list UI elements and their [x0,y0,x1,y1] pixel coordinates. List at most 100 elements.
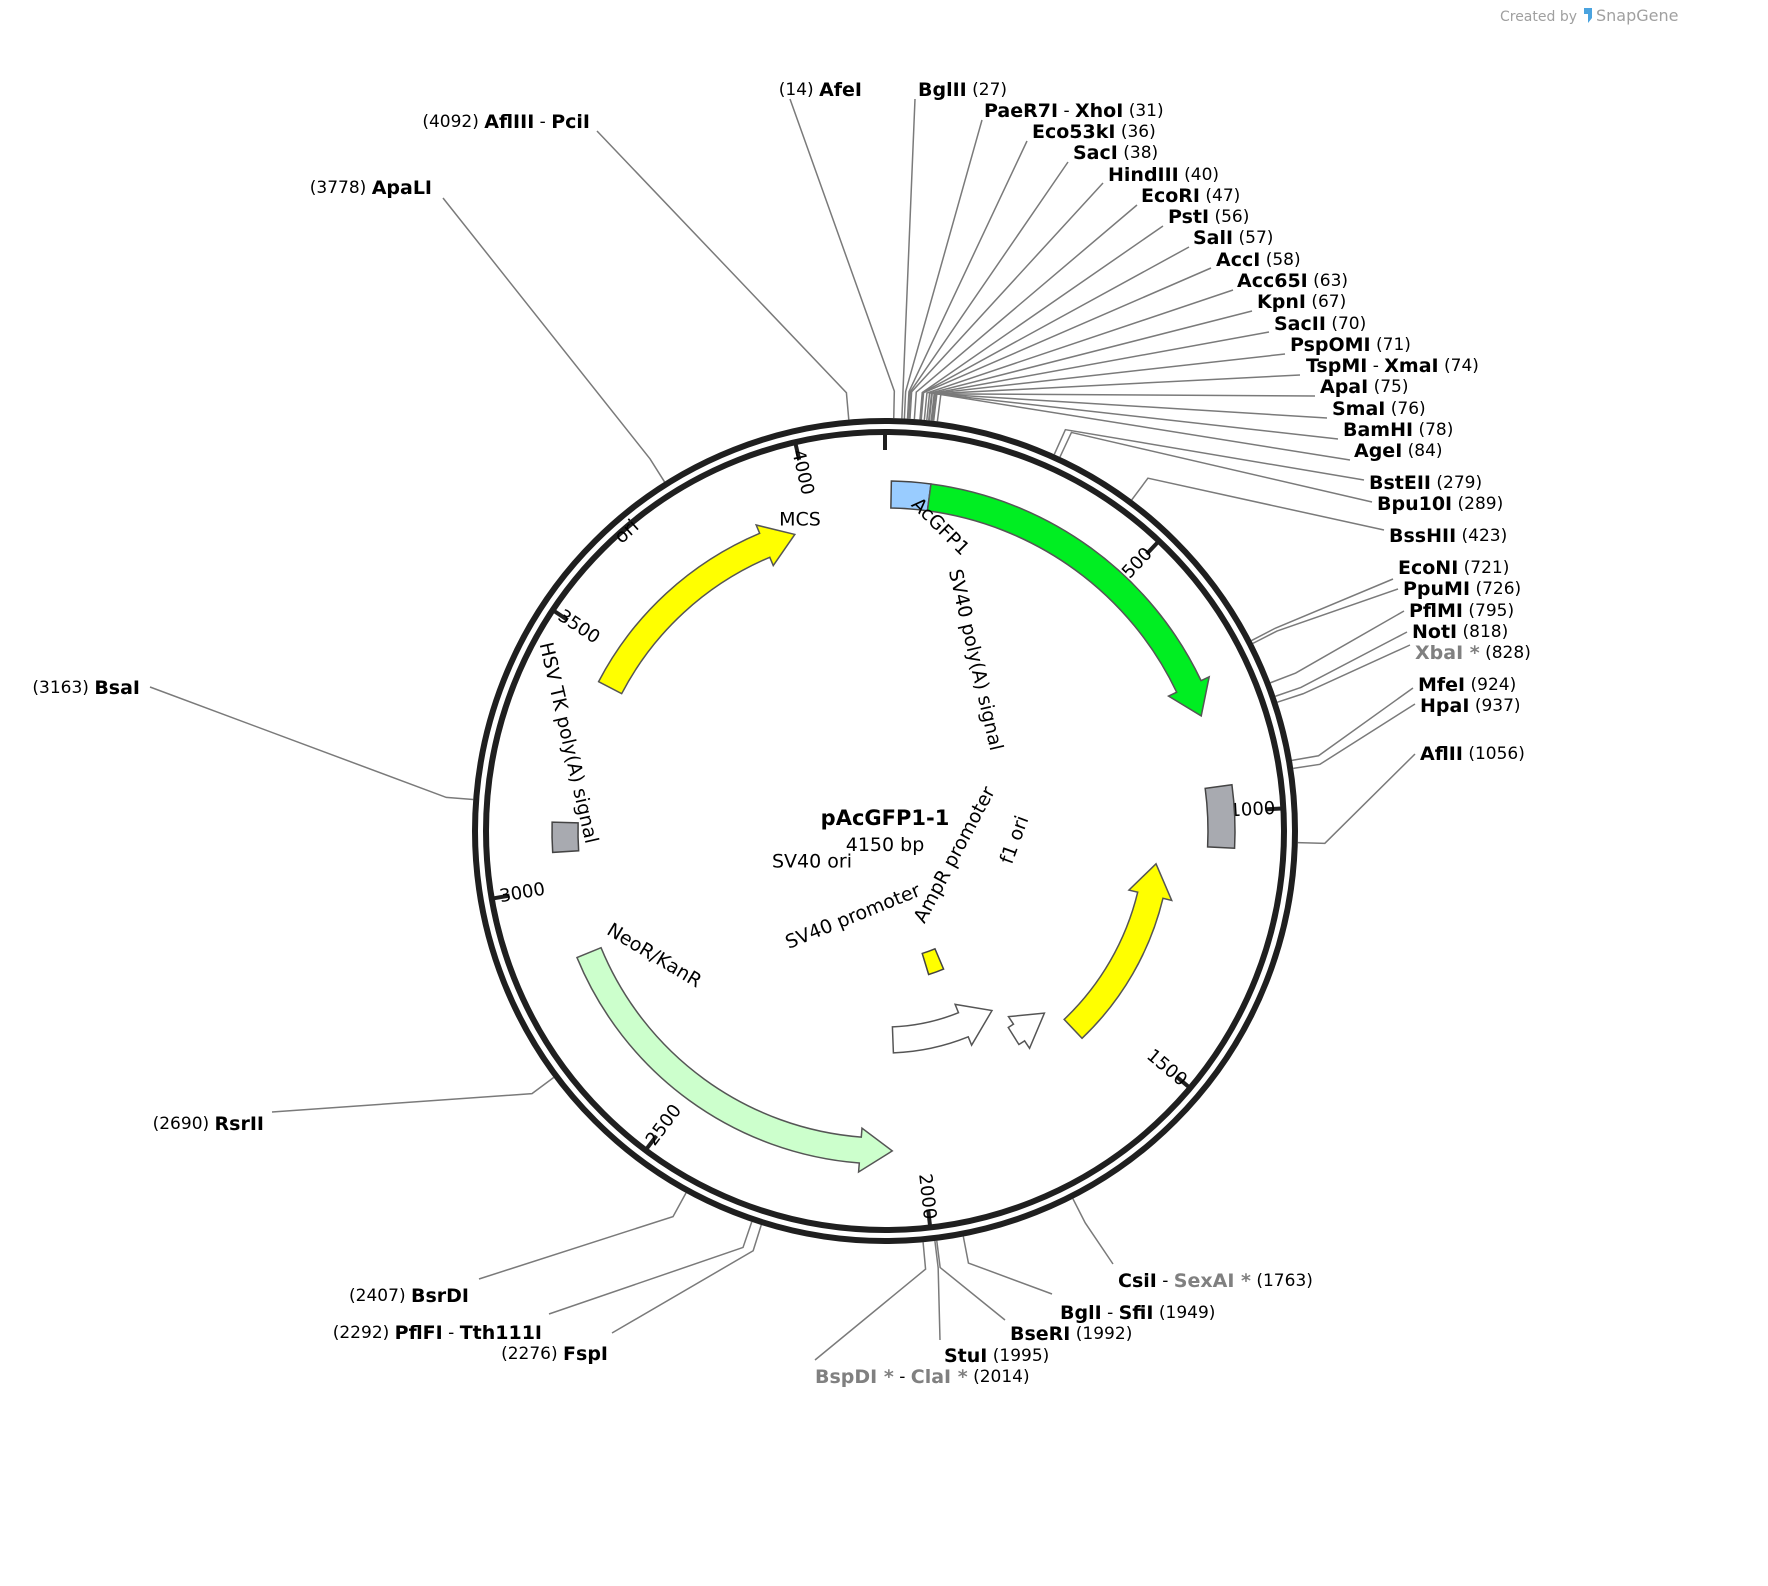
site-labels: (14) AfeI BglII (27)PaeR7I - XhoI (31)Eco… [32,79,1530,1388]
leader-line-bglii [901,98,916,419]
site-text: PstI [1168,206,1209,228]
site-text: BsrDI [411,1285,469,1307]
site-text: (63) [1313,271,1348,291]
site-text: (31) [1129,101,1164,121]
site-text: (58) [1266,250,1301,270]
site-text: ClaI * [911,1366,968,1388]
feature-ori-arrow [597,523,797,695]
site-text: (14) [779,80,814,100]
credit-brand: SnapGene [1596,6,1678,25]
site-label-tspmi-xmai: TspMI - XmaI (74) [1306,355,1479,377]
site-text: (289) [1458,494,1504,514]
site-label-bsteii: BstEII (279) [1369,472,1482,494]
site-label-hindiii: HindIII (40) [1108,164,1219,186]
feature-label-hsv-tk-poly-a-signal: HSV TK poly(A) signal [535,640,603,845]
site-text: AccI [1216,249,1260,271]
leader-line-pflfi [548,1221,753,1315]
leader-line-afei [789,98,896,419]
site-text: HindIII [1108,164,1179,186]
feature-label-sv40-poly-a-signal: SV40 poly(A) signal [944,567,1007,753]
leader-line-aflii [1297,753,1416,845]
tick-label-2000: 2000 [914,1173,940,1221]
site-label-pflfi-tth111i: (2292) PflFI - Tth111I [333,1322,542,1344]
features [551,480,1236,1174]
site-text: (38) [1123,143,1158,163]
leader-line-fspi [611,1224,762,1334]
site-label-saci: SacI (38) [1073,142,1158,164]
leader-line-smai [931,393,1328,421]
leader-line-ppumi [1252,588,1399,645]
site-label-rsrii: (2690) RsrII [153,1113,264,1135]
leader-line-hindiii [909,182,1104,419]
site-text: (56) [1214,207,1249,227]
site-label-csii-sexai: CsiI - SexAI * (1763) [1118,1270,1313,1292]
site-text: BglI [1060,1302,1102,1324]
site-text: AflIII [484,111,534,133]
tick-mark-1500 [1175,1074,1190,1089]
feature-acgfp1-arrow [926,483,1211,718]
site-label-ecori: EcoRI (47) [1141,185,1240,207]
tick-mark-2000 [926,1209,932,1226]
site-label-aflii: AflII (1056) [1420,743,1525,765]
site-label-stui: StuI (1995) [944,1345,1049,1367]
leader-line-bspdi [814,1242,927,1361]
site-text: (2292) [333,1323,390,1343]
site-text: KpnI [1257,291,1306,313]
site-label-pspomi: PspOMI (71) [1290,334,1411,356]
leader-line-bsrdi [478,1192,687,1280]
site-text: (40) [1184,165,1219,185]
leader-line-agei [936,393,1351,461]
leader-line-mfei [1291,687,1414,762]
site-label-bsrdi: (2407) BsrDI [349,1285,469,1307]
leader-line-apali [442,197,666,483]
plasmid-length: 4150 bp [846,834,925,856]
site-label-noti: NotI (818) [1412,621,1508,643]
site-separator: - [443,1323,460,1343]
site-label-xbai: XbaI * (828) [1415,642,1531,664]
site-text: SexAI * [1174,1270,1251,1292]
site-leaders [149,98,1416,1361]
leader-line-bsai [149,686,474,801]
site-label-ppumi: PpuMI (726) [1403,578,1521,600]
leader-line-sacii [927,331,1270,421]
site-text: (937) [1475,696,1521,716]
site-label-eco53ki: Eco53kI (36) [1032,121,1156,143]
leader-line-rsrii [271,1076,555,1113]
leader-line-bamhi [932,393,1339,440]
site-label-hpai: HpaI (937) [1420,695,1521,717]
site-text: SacI [1073,142,1118,164]
site-text: (3163) [32,678,89,698]
site-label-bsshii: BssHII (423) [1389,525,1507,547]
site-text: (84) [1408,441,1443,461]
plasmid-name: pAcGFP1-1 [821,806,950,830]
site-text: TspMI [1306,355,1367,377]
site-text: PciI [551,111,590,133]
site-label-bspdi-clai: BspDI * - ClaI * (2014) [815,1366,1030,1388]
site-text: (71) [1376,335,1411,355]
leader-line-ecori [913,204,1138,420]
leader-line-bsteii [1053,428,1365,481]
site-text: (27) [972,80,1007,100]
site-text: (1949) [1159,1303,1216,1323]
site-text: PflMI [1409,600,1463,622]
site-text: BsaI [94,677,140,699]
site-text: (2407) [349,1286,406,1306]
site-text: SalI [1193,227,1233,249]
site-text: (78) [1418,420,1453,440]
site-text: BglII [918,79,967,101]
credit-text: Created by [1500,9,1577,25]
site-text: (74) [1444,356,1479,376]
leader-line-pflmi [1270,610,1405,684]
site-text: Acc65I [1237,270,1308,292]
leader-line-bpu10i [1059,431,1373,503]
feature-label-f1-ori: f1 ori [996,813,1034,867]
site-text: ApaLI [372,177,432,199]
site-text: MfeI [1418,674,1465,696]
feature-label-sv40-ori: SV40 ori [772,851,852,873]
leader-line-acc65i [923,289,1234,420]
leader-line-pspomi [928,353,1286,421]
tick-label-3500: 3500 [554,605,604,648]
site-separator: - [534,112,551,132]
